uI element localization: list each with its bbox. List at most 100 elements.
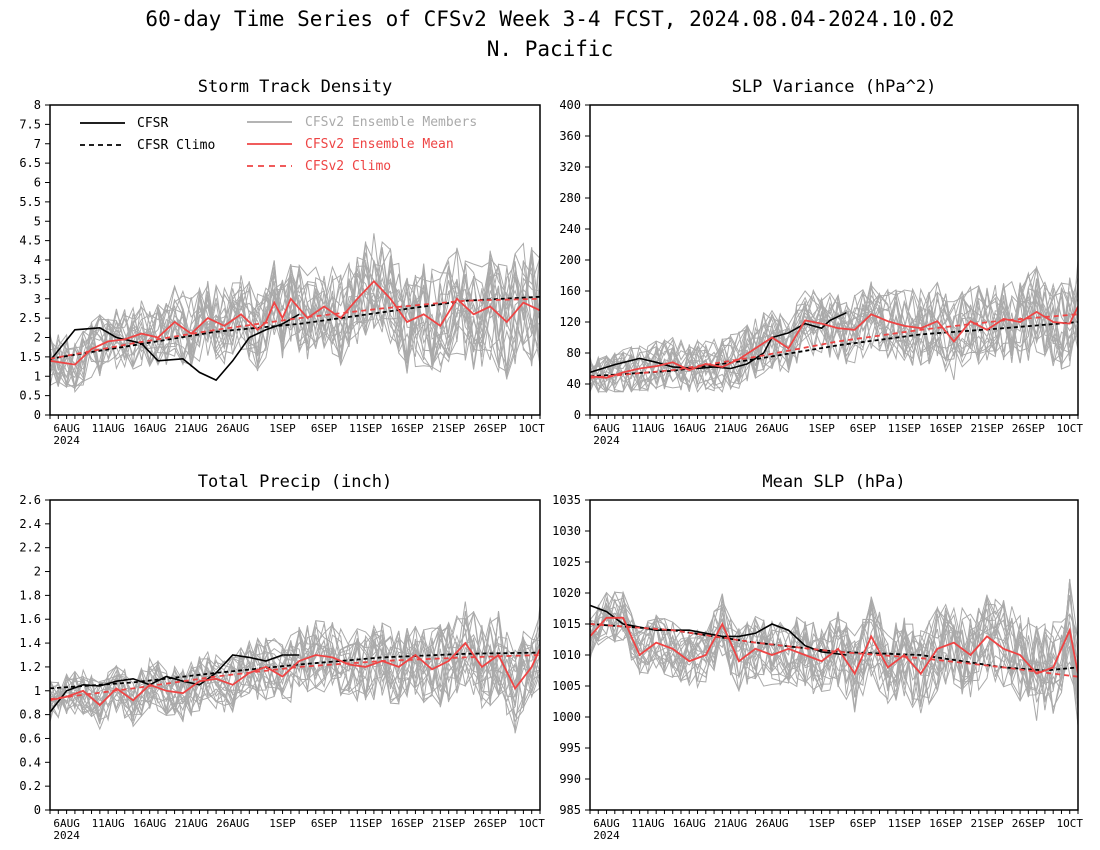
- y-tick-label: 5: [34, 214, 41, 228]
- chart-panel-3: Total Precip (inch) 0 0.2 0.4 0.6 0.8 1 1.2 1.4 1…: [19, 472, 545, 842]
- cfsr-line: [590, 604, 847, 656]
- y-tick-label: 1020: [552, 586, 581, 600]
- ensemble-member-line: [50, 240, 540, 389]
- y-tick-label: 6.5: [19, 156, 41, 170]
- y-tick-label: 1: [34, 369, 41, 383]
- ensemble-member-line: [590, 285, 1078, 393]
- plot-area: [50, 233, 540, 394]
- x-tick-label: 16AUG: [673, 422, 706, 435]
- legend-cfsr-label: CFSR: [137, 116, 168, 131]
- ensemble-member-line: [590, 604, 1078, 705]
- y-tick-label: 40: [567, 377, 581, 391]
- y-tick-label: 8: [34, 98, 41, 112]
- plot-area: [590, 260, 1078, 394]
- x-tick-label: 1SEP: [808, 817, 835, 830]
- x-tick-label: 26AUG: [216, 422, 249, 435]
- x-tick-label: 6AUG: [593, 422, 620, 435]
- y-tick-label: 280: [559, 191, 581, 205]
- x-tick-label: 21SEP: [970, 422, 1003, 435]
- chart-title: Mean SLP (hPa): [762, 472, 905, 492]
- cfsv2-climo-line: [590, 623, 1078, 678]
- plot-frame: [49, 499, 541, 811]
- x-tick-label: 1OCT: [518, 817, 545, 830]
- x-tick-label: 6AUG: [53, 422, 80, 435]
- ensemble-member-line: [590, 282, 1078, 392]
- y-tick-label: 1.5: [19, 350, 41, 364]
- cfsr-line: [50, 313, 300, 382]
- y-tick-label: 4: [34, 253, 41, 267]
- ensemble-member-line: [590, 579, 1078, 711]
- y-tick-label: 0: [34, 408, 41, 422]
- y-tick-label: 1030: [552, 524, 581, 538]
- x-tick-label: 26AUG: [755, 817, 788, 830]
- x-tick-label: 1SEP: [269, 817, 296, 830]
- ensemble-member-line: [50, 241, 540, 384]
- x-tick-label: 26AUG: [216, 817, 249, 830]
- chart-panel-4: Mean SLP (hPa) 985 990 995 1000 1005 1010 1015 1…: [552, 472, 1083, 842]
- y-tick-label: 1: [34, 684, 41, 698]
- y-tick-label: 1000: [552, 710, 581, 724]
- ensemble-mean-line: [590, 306, 1078, 379]
- y-tick-label: 1.6: [19, 612, 41, 626]
- x-tick-label: 16SEP: [391, 422, 424, 435]
- x-tick-label: 16SEP: [391, 817, 424, 830]
- x-tick-label: 21AUG: [175, 817, 208, 830]
- x-tick-label: 11AUG: [631, 817, 664, 830]
- y-tick-label: 160: [559, 284, 581, 298]
- y-tick-label: 3.5: [19, 272, 41, 286]
- x-tick-label: 6SEP: [850, 817, 877, 830]
- x-tick-label: 26SEP: [474, 817, 507, 830]
- figure-subtitle: N. Pacific: [487, 37, 613, 61]
- ensemble-member-line: [50, 621, 540, 734]
- y-tick-label: 240: [559, 222, 581, 236]
- y-tick-label: 120: [559, 315, 581, 329]
- y-tick-label: 1035: [552, 493, 581, 507]
- legend-cfsv2-climo-label: CFSv2 Climo: [305, 159, 391, 174]
- x-tick-label: 6SEP: [311, 817, 338, 830]
- y-tick-label: 0.2: [19, 779, 41, 793]
- y-tick-label: 1025: [552, 555, 581, 569]
- y-tick-label: 2.4: [19, 517, 41, 531]
- ensemble-member-line: [50, 264, 540, 394]
- x-tick-label: 26SEP: [474, 422, 507, 435]
- ensemble-member-line: [50, 249, 540, 387]
- y-tick-label: 0: [574, 408, 581, 422]
- y-tick-label: 2.5: [19, 311, 41, 325]
- legend-members-label: CFSv2 Ensemble Members: [305, 115, 477, 130]
- x-year-label: 2024: [593, 829, 620, 842]
- y-tick-label: 80: [567, 346, 581, 360]
- y-tick-label: 2.2: [19, 541, 41, 555]
- y-tick-label: 320: [559, 160, 581, 174]
- x-tick-label: 11SEP: [888, 422, 921, 435]
- y-tick-label: 0.6: [19, 731, 41, 745]
- x-tick-label: 6AUG: [593, 817, 620, 830]
- y-tick-label: 1015: [552, 617, 581, 631]
- ensemble-member-line: [590, 281, 1078, 394]
- ensemble-member-line: [50, 611, 540, 715]
- plot-area: [50, 601, 540, 734]
- x-tick-label: 1OCT: [1056, 817, 1083, 830]
- x-tick-label: 6AUG: [53, 817, 80, 830]
- y-tick-label: 995: [559, 741, 581, 755]
- x-tick-label: 16AUG: [133, 817, 166, 830]
- cfsr-climo-line: [590, 321, 1078, 378]
- x-tick-label: 21SEP: [432, 817, 465, 830]
- x-year-label: 2024: [593, 434, 620, 447]
- x-tick-label: 16AUG: [133, 422, 166, 435]
- y-tick-label: 1.2: [19, 660, 41, 674]
- x-tick-label: 1OCT: [1056, 422, 1083, 435]
- x-tick-label: 6SEP: [850, 422, 877, 435]
- x-year-label: 2024: [53, 829, 80, 842]
- ensemble-member-line: [50, 623, 540, 718]
- x-tick-label: 21AUG: [714, 817, 747, 830]
- y-tick-label: 5.5: [19, 195, 41, 209]
- y-tick-label: 2: [34, 565, 41, 579]
- y-tick-label: 4.5: [19, 234, 41, 248]
- x-tick-label: 21AUG: [175, 422, 208, 435]
- cfsr-climo-line: [590, 623, 1078, 672]
- y-tick-label: 0.5: [19, 389, 41, 403]
- chart-title: Total Precip (inch): [198, 472, 392, 492]
- cfsr-line: [590, 311, 847, 374]
- ensemble-member-line: [590, 591, 1078, 721]
